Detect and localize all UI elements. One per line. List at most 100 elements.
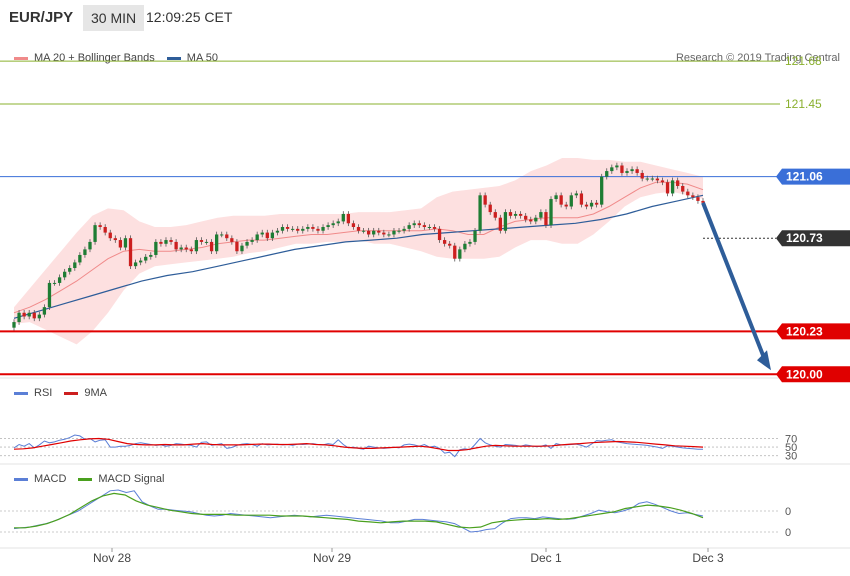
interval-selector[interactable]: 30 MIN <box>83 5 145 31</box>
candle <box>88 241 92 250</box>
candle <box>123 238 128 248</box>
candle <box>437 228 442 241</box>
candle <box>290 228 295 230</box>
candle <box>144 256 148 261</box>
candle <box>78 254 82 263</box>
candle <box>189 249 193 252</box>
rsi-tick-label: 50 <box>785 442 797 454</box>
candle <box>670 180 675 194</box>
candle <box>493 212 497 218</box>
candle <box>625 171 629 173</box>
candle <box>559 195 563 205</box>
target-level-label: 121.68 <box>785 54 822 68</box>
candle <box>316 228 320 231</box>
rsi-legend: RSI 9MA <box>14 387 107 399</box>
support-level-label: 120.00 <box>786 367 823 381</box>
support-level-tag <box>776 366 850 383</box>
candle <box>209 241 214 252</box>
candle <box>488 204 492 213</box>
candle <box>220 234 224 236</box>
candle <box>407 225 411 229</box>
candle <box>605 171 609 177</box>
rsi-swatch <box>14 391 28 395</box>
candle <box>306 227 310 229</box>
candle <box>331 223 335 226</box>
candle <box>665 182 670 194</box>
candle <box>73 262 77 269</box>
candle <box>139 260 143 263</box>
candle <box>12 322 16 328</box>
rsi-legend-label: RSI <box>34 387 53 399</box>
candle <box>133 262 138 267</box>
candle <box>47 282 52 308</box>
candle <box>473 230 477 242</box>
candle <box>37 314 41 319</box>
candle <box>280 227 285 231</box>
ma20-swatch <box>14 56 28 60</box>
macd-swatch <box>14 477 28 481</box>
candle <box>83 249 87 255</box>
candle <box>498 217 502 231</box>
candle <box>564 204 568 207</box>
candle <box>412 223 416 226</box>
macd-legend: MACD MACD Signal <box>14 473 164 485</box>
candle <box>356 227 361 231</box>
candle <box>285 227 290 229</box>
candle <box>159 241 163 244</box>
candle <box>458 249 462 259</box>
forecast-arrowhead <box>757 350 771 371</box>
candle <box>230 238 234 242</box>
candle <box>701 200 705 203</box>
candle <box>149 254 153 257</box>
candle <box>113 238 117 241</box>
candle <box>98 225 102 228</box>
candle <box>204 241 209 243</box>
candle <box>179 247 183 250</box>
candle <box>351 223 356 228</box>
candle <box>594 202 599 205</box>
rsi-tick-label: 30 <box>785 451 797 463</box>
candle <box>377 230 381 233</box>
candle <box>270 232 275 239</box>
candle <box>610 167 614 172</box>
candle <box>549 199 553 226</box>
support-level-label: 120.23 <box>786 324 823 338</box>
x-tick-label: Dec 1 <box>530 551 562 565</box>
ma50-line <box>13 194 704 319</box>
candle <box>108 232 112 239</box>
candle <box>589 202 594 207</box>
candle <box>655 178 660 181</box>
candle <box>184 247 188 250</box>
candle <box>174 241 178 250</box>
candle <box>68 268 72 272</box>
candle <box>240 245 244 252</box>
candle <box>681 185 685 192</box>
current-level-tag <box>776 230 850 247</box>
candle <box>539 212 543 218</box>
candle <box>22 312 26 317</box>
rsi-tick-label: 70 <box>785 433 797 445</box>
candle <box>265 232 269 239</box>
candle <box>63 271 67 278</box>
macd-legend-label: MACD <box>34 473 67 485</box>
x-tick-label: Dec 3 <box>692 551 724 565</box>
candle <box>579 193 584 205</box>
candle <box>27 312 31 317</box>
macd-signal-swatch <box>78 477 93 481</box>
candle <box>524 215 528 220</box>
candle <box>326 225 330 228</box>
candle <box>301 228 305 231</box>
bollinger-band <box>14 158 703 345</box>
x-tick-label: Nov 29 <box>313 551 351 565</box>
candle <box>169 240 173 242</box>
candle <box>620 165 624 173</box>
resistance-level-label: 121.06 <box>786 170 823 184</box>
candle <box>336 221 340 224</box>
forecast-arrow <box>701 202 767 362</box>
support-level-tag <box>776 323 850 340</box>
candle <box>427 227 432 229</box>
resistance-level-tag <box>776 168 850 185</box>
candle <box>250 240 254 242</box>
candle <box>513 213 518 216</box>
